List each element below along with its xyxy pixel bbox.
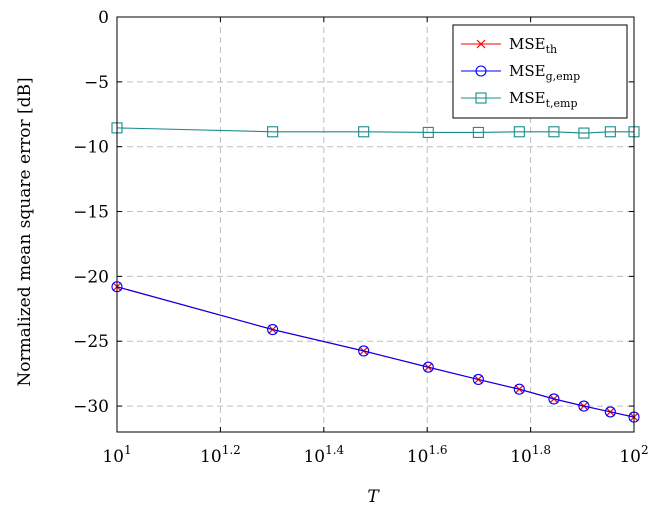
plot-frame	[116, 16, 635, 433]
legend-label: MSEg,emp	[509, 62, 580, 83]
y-tick-label: −15	[73, 203, 109, 223]
legend-marker	[475, 65, 487, 77]
x-tick-label: 102	[619, 443, 648, 467]
legend-label: MSEth	[509, 35, 557, 56]
data-point	[578, 400, 590, 412]
y-axis-title: Normalized mean square error [dB]	[15, 77, 35, 386]
data-point	[548, 126, 560, 138]
data-point	[578, 127, 590, 139]
data-point	[513, 126, 525, 138]
data-point	[267, 323, 279, 336]
x-tick-label: 101.8	[510, 443, 551, 467]
data-point	[358, 126, 370, 138]
y-tick-label: 0	[98, 8, 109, 28]
data-point	[513, 383, 525, 395]
y-tick-label: −30	[73, 397, 109, 417]
y-tick-label: −20	[73, 267, 109, 287]
x-tick-label: 101.4	[303, 443, 344, 467]
data-point	[358, 345, 370, 357]
axis-ticks	[116, 16, 635, 432]
y-tick-label: −5	[84, 73, 109, 93]
data-point	[422, 361, 434, 373]
series-2	[111, 122, 640, 139]
legend-item: MSEg,emp	[461, 62, 580, 83]
legend-marker	[476, 39, 486, 49]
x-tick-label: 101	[102, 443, 131, 467]
legend-marker	[475, 92, 487, 104]
data-point	[604, 406, 616, 418]
x-tick-label: 101.6	[407, 443, 448, 467]
x-axis-title: T	[367, 487, 380, 507]
plot-area	[111, 122, 640, 423]
data-point	[267, 126, 279, 138]
x-tick-labels: 101 101.2 101.4 101.6 101.8 102	[102, 443, 648, 467]
x-tick-label: 101.2	[200, 443, 241, 467]
data-point	[422, 126, 434, 138]
legend: MSEth MSEg,emp MSEt,emp	[452, 24, 628, 119]
y-tick-label: −25	[73, 332, 109, 352]
data-point	[604, 126, 616, 138]
data-point	[472, 126, 484, 138]
series-1	[111, 281, 640, 423]
legend-item: MSEth	[461, 35, 557, 56]
series-line	[116, 286, 635, 418]
y-tick-labels: 0 −5 −10 −15 −20 −25 −30	[73, 8, 109, 417]
data-point	[472, 373, 484, 386]
legend-label: MSEt,emp	[509, 89, 578, 110]
y-tick-label: −10	[73, 138, 109, 158]
series-line	[116, 286, 635, 418]
series-line	[116, 127, 634, 134]
data-point	[548, 393, 560, 405]
legend-item: MSEt,emp	[461, 89, 578, 110]
